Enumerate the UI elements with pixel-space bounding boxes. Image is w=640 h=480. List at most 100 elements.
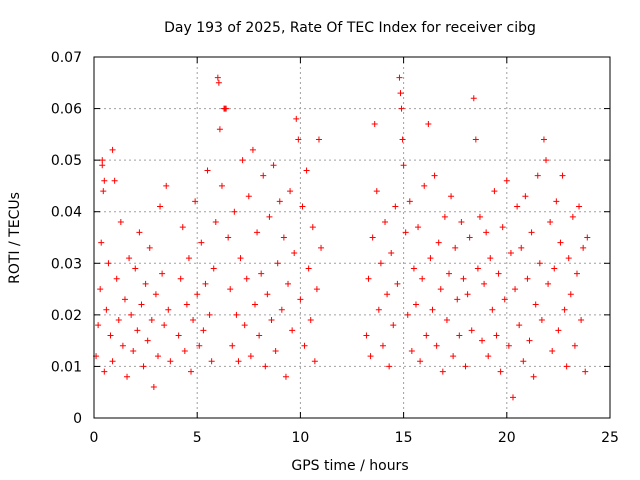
data-point	[495, 270, 502, 277]
data-point	[576, 203, 583, 210]
data-point	[377, 260, 384, 267]
data-point	[468, 327, 475, 334]
data-point	[443, 317, 450, 324]
data-point	[299, 203, 306, 210]
data-point	[105, 260, 112, 267]
data-point	[121, 296, 128, 303]
x-tick-label: 20	[498, 430, 516, 446]
data-point	[421, 182, 428, 189]
data-point	[474, 265, 481, 272]
data-point	[200, 327, 207, 334]
data-point	[371, 121, 378, 128]
data-point	[241, 322, 248, 329]
data-point	[280, 234, 287, 241]
data-point	[394, 280, 401, 287]
data-point	[485, 353, 492, 360]
data-point	[188, 368, 195, 375]
data-point	[555, 327, 562, 334]
data-point	[408, 347, 415, 354]
axis-ticks: 0 5 10 15 20 25 0 0.01 0.02 0.03 0.04 0.05 0.06 0.07	[51, 50, 619, 446]
data-point	[142, 280, 149, 287]
y-tick-label: 0.06	[51, 102, 82, 118]
data-point	[567, 291, 574, 298]
data-point	[437, 286, 444, 293]
data-point	[165, 306, 172, 313]
data-point	[363, 332, 370, 339]
data-point	[429, 306, 436, 313]
data-point	[518, 244, 525, 251]
data-point	[243, 275, 250, 282]
data-point	[95, 322, 102, 329]
data-point	[212, 219, 219, 226]
data-point	[584, 234, 591, 241]
data-point	[111, 177, 118, 184]
data-point	[235, 358, 242, 365]
data-point	[466, 234, 473, 241]
data-point	[107, 332, 114, 339]
data-point	[215, 79, 222, 86]
data-point	[268, 317, 275, 324]
x-tick-label: 15	[395, 430, 413, 446]
data-point	[446, 270, 453, 277]
data-point	[161, 322, 168, 329]
data-point	[146, 244, 153, 251]
data-point	[175, 332, 182, 339]
data-point	[431, 172, 438, 179]
data-point	[272, 347, 279, 354]
data-point	[99, 157, 106, 164]
data-point	[307, 317, 314, 324]
data-point	[177, 275, 184, 282]
data-point	[520, 358, 527, 365]
y-tick-label: 0.02	[51, 308, 82, 324]
data-point	[476, 213, 483, 220]
data-point	[580, 244, 587, 251]
data-point	[247, 353, 254, 360]
data-point	[126, 255, 133, 262]
data-point	[425, 121, 432, 128]
data-point	[132, 265, 139, 272]
data-point	[528, 229, 535, 236]
data-point	[501, 296, 508, 303]
y-tick-label: 0.01	[51, 359, 82, 375]
data-point	[264, 291, 271, 298]
data-point	[493, 332, 500, 339]
data-point	[148, 317, 155, 324]
data-point	[266, 213, 273, 220]
data-point	[514, 203, 521, 210]
data-point	[134, 327, 141, 334]
data-point	[536, 260, 543, 267]
data-point	[138, 301, 145, 308]
data-point	[406, 198, 413, 205]
x-tick-label: 5	[193, 430, 202, 446]
data-point	[159, 270, 166, 277]
data-point	[223, 105, 230, 112]
data-point	[565, 255, 572, 262]
data-point	[152, 291, 159, 298]
data-point	[497, 368, 504, 375]
data-point	[128, 311, 135, 318]
data-point	[214, 74, 221, 81]
data-point	[196, 342, 203, 349]
data-point	[549, 347, 556, 354]
data-point	[369, 234, 376, 241]
data-point	[551, 265, 558, 272]
data-point	[487, 255, 494, 262]
data-point	[516, 322, 523, 329]
data-point	[582, 368, 589, 375]
data-point	[109, 146, 116, 153]
data-point	[181, 347, 188, 354]
data-point	[507, 249, 514, 256]
data-point	[472, 136, 479, 143]
data-point	[392, 203, 399, 210]
data-point	[400, 162, 407, 169]
data-point	[441, 213, 448, 220]
data-point	[530, 373, 537, 380]
data-point	[206, 311, 213, 318]
data-point	[509, 394, 516, 401]
data-point	[124, 373, 131, 380]
data-point	[318, 244, 325, 251]
data-point	[301, 342, 308, 349]
data-point	[256, 332, 263, 339]
data-point	[97, 286, 104, 293]
data-point	[251, 301, 258, 308]
